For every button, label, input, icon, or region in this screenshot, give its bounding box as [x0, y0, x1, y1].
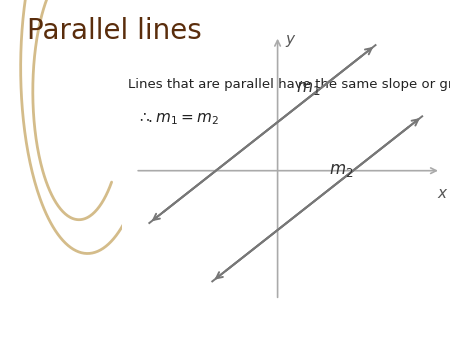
Text: $m_2$: $m_2$ — [329, 161, 353, 179]
Text: $y$: $y$ — [284, 33, 296, 49]
Text: Lines that are parallel have the same slope or gradient: Lines that are parallel have the same sl… — [128, 78, 450, 91]
Text: Parallel lines: Parallel lines — [27, 17, 202, 45]
Text: $x$: $x$ — [437, 186, 449, 200]
Text: $m_1$: $m_1$ — [296, 79, 321, 97]
Text: $\therefore\!\!.m_1 = m_2$: $\therefore\!\!.m_1 = m_2$ — [137, 112, 219, 127]
